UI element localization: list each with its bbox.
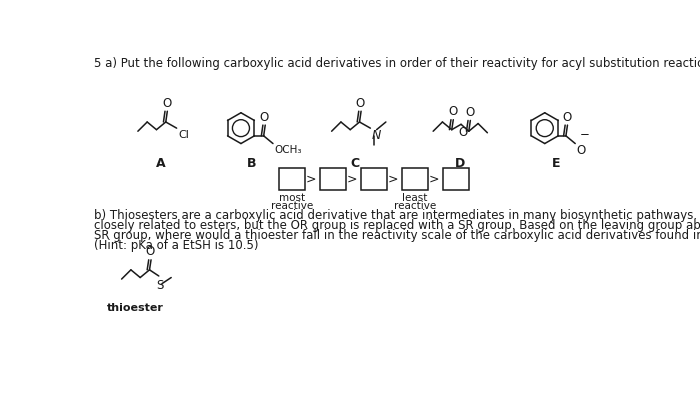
Text: N: N [372, 129, 382, 142]
Text: E: E [552, 157, 561, 170]
Text: O: O [356, 97, 365, 109]
Text: O: O [465, 106, 474, 119]
Text: OCH₃: OCH₃ [274, 145, 302, 155]
Text: O: O [162, 97, 172, 109]
Text: b) Thiosesters are a carboxylic acid derivative that are intermediates in many b: b) Thiosesters are a carboxylic acid der… [94, 209, 700, 222]
Text: O: O [577, 144, 586, 158]
Text: O: O [458, 126, 467, 139]
Text: O: O [562, 111, 571, 124]
Bar [320, 168, 346, 190]
Bar [361, 168, 386, 190]
Text: most: most [279, 193, 304, 203]
Text: least: least [402, 193, 428, 203]
Text: 5 a) Put the following carboxylic acid derivatives in order of their reactivity : 5 a) Put the following carboxylic acid d… [94, 57, 700, 70]
Text: >: > [346, 173, 357, 186]
Text: Cl: Cl [178, 130, 189, 140]
Text: A: A [156, 157, 166, 170]
Text: C: C [350, 157, 359, 170]
Text: >: > [428, 173, 439, 186]
Text: O: O [448, 105, 457, 118]
Text: O: O [260, 111, 269, 124]
Text: closely related to esters, but the OR group is replaced with a SR group. Based o: closely related to esters, but the OR gr… [94, 219, 700, 232]
Text: reactive: reactive [271, 201, 313, 210]
Text: reactive: reactive [394, 201, 436, 210]
Text: thioester: thioester [107, 303, 164, 313]
Text: >: > [388, 173, 398, 186]
Text: >: > [305, 173, 316, 186]
Text: B: B [247, 157, 256, 170]
Bar [402, 168, 428, 190]
Text: O: O [146, 245, 155, 258]
Bar [443, 168, 469, 190]
Text: S: S [157, 279, 164, 292]
Text: (Hint: pKa of a EtSH is 10.5): (Hint: pKa of a EtSH is 10.5) [94, 239, 258, 252]
Text: SR group, where would a thioester fall in the reactivity scale of the carboxylic: SR group, where would a thioester fall i… [94, 229, 700, 242]
Text: −: − [580, 128, 589, 141]
Text: D: D [454, 157, 465, 170]
Bar [279, 168, 304, 190]
